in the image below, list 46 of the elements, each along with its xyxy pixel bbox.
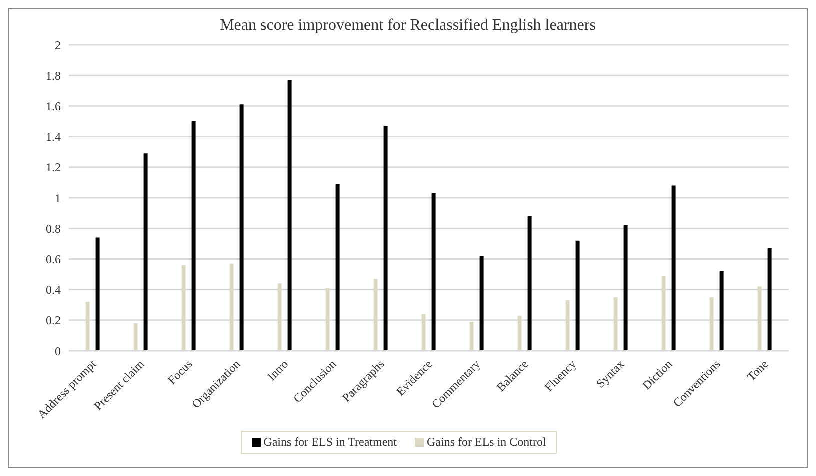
bar (614, 297, 618, 351)
bar (288, 80, 292, 351)
bar (384, 126, 388, 351)
bar (470, 322, 474, 351)
bar (480, 256, 484, 351)
y-tick-label: 0 (55, 344, 61, 358)
bar (518, 316, 522, 351)
bar (144, 154, 148, 351)
y-tick-label: 0.6 (46, 252, 61, 266)
bar (96, 238, 100, 351)
y-tick-label: 1.2 (46, 160, 61, 175)
y-tick-label: 1.4 (46, 130, 61, 144)
legend-label: Gains for ELS in Treatment (262, 435, 397, 450)
y-tick-label: 2 (55, 38, 61, 52)
x-tick-label: Intro (264, 357, 292, 384)
bar (326, 288, 330, 351)
bar (240, 104, 244, 351)
bar (576, 240, 580, 351)
bar (230, 264, 234, 351)
bar (336, 184, 340, 351)
bar (758, 286, 762, 351)
bar (662, 276, 666, 351)
bar (86, 302, 90, 351)
y-tick-label: 0.2 (46, 314, 61, 328)
bar (710, 297, 714, 351)
bar (528, 216, 532, 351)
legend-label: Gains for ELs in Control (426, 435, 546, 450)
bar (624, 226, 628, 351)
bar (422, 314, 426, 351)
x-tick-label: Tone (744, 357, 772, 384)
y-tick-label: 1.8 (46, 68, 61, 83)
bar (768, 248, 772, 351)
bar (566, 300, 570, 351)
bar (432, 193, 436, 351)
y-tick-label: 0.4 (46, 283, 61, 298)
bar (720, 271, 724, 351)
chart-title: Mean score improvement for Reclassified English learners (219, 17, 597, 36)
bar (278, 284, 282, 351)
bar (192, 122, 196, 351)
y-tick-label: 1 (55, 191, 61, 206)
bar (134, 323, 138, 351)
bar (374, 279, 378, 351)
bar (672, 186, 676, 351)
y-tick-label: 1.6 (46, 99, 61, 114)
bar (182, 265, 186, 351)
y-tick-label: 0.8 (46, 222, 61, 236)
